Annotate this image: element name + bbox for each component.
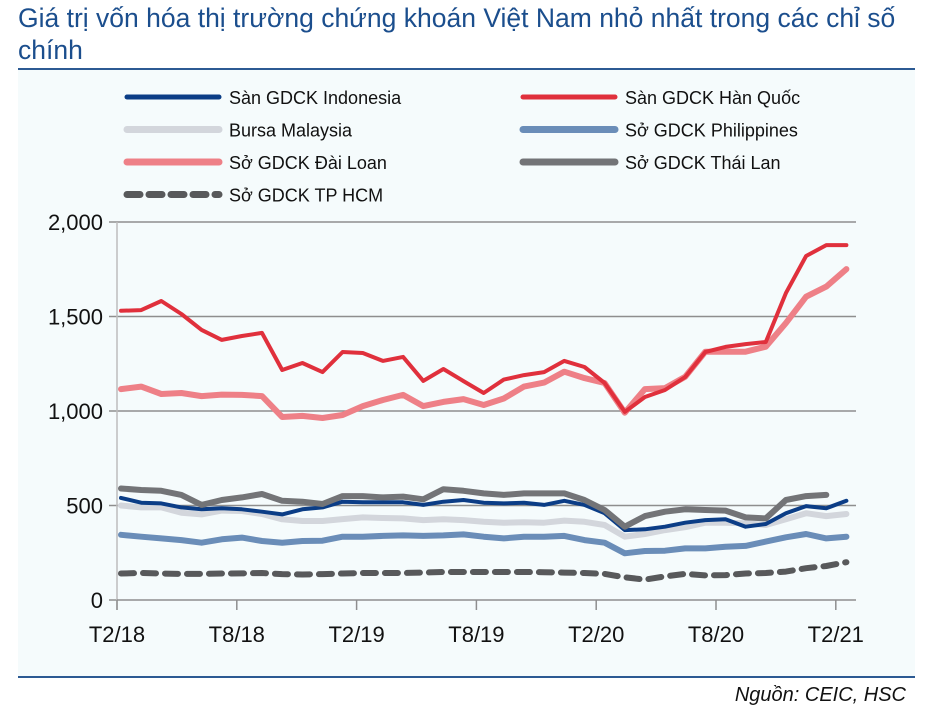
legend: Sàn GDCK Indonesia Sàn GDCK Hàn Quốc Bursa…	[123, 88, 800, 206]
legend-label: Sở GDCK Philippines	[625, 121, 798, 141]
series-line-6	[118, 559, 850, 583]
y-tick-label: 1,000	[48, 399, 103, 424]
footer-divider	[18, 676, 915, 678]
x-tick-label: T2/19	[328, 622, 384, 647]
x-tick-label: T8/20	[688, 622, 744, 647]
chart-title: Giá trị vốn hóa thị trường chứng khoán V…	[18, 3, 896, 65]
x-tick-label: T2/21	[808, 622, 864, 647]
series-line-1	[119, 243, 849, 414]
y-tick-label: 2,000	[48, 210, 103, 235]
title-divider	[18, 68, 915, 70]
series-line-5	[118, 485, 830, 530]
gridlines	[117, 221, 856, 507]
legend-label: Sở GDCK Đài Loan	[229, 153, 387, 173]
legend-label: Sở GDCK Thái Lan	[625, 153, 781, 173]
legend-label: Sàn GDCK Indonesia	[229, 88, 402, 108]
x-tick-label: T8/18	[209, 622, 265, 647]
series-lines	[118, 243, 850, 583]
x-tick-label: T2/20	[568, 622, 624, 647]
x-tick-label: T8/19	[448, 622, 504, 647]
y-tick-label: 500	[66, 494, 103, 519]
legend-label: Sở GDCK TP HCM	[229, 186, 383, 206]
series-line-4	[118, 266, 850, 421]
source-note: Nguồn: CEIC, HSC	[734, 684, 906, 706]
y-tick-label: 1,500	[48, 305, 103, 330]
legend-label: Bursa Malaysia	[229, 121, 353, 141]
series-line-0	[119, 495, 849, 533]
series-line-3	[118, 531, 850, 557]
x-tick-label: T2/18	[89, 622, 145, 647]
legend-label: Sàn GDCK Hàn Quốc	[625, 88, 800, 108]
y-tick-label: 0	[91, 588, 103, 613]
axes: 0 500 1,000 1,500 2,000 T2/18 T8/18 T2/19 T8/19 T…	[48, 210, 864, 647]
